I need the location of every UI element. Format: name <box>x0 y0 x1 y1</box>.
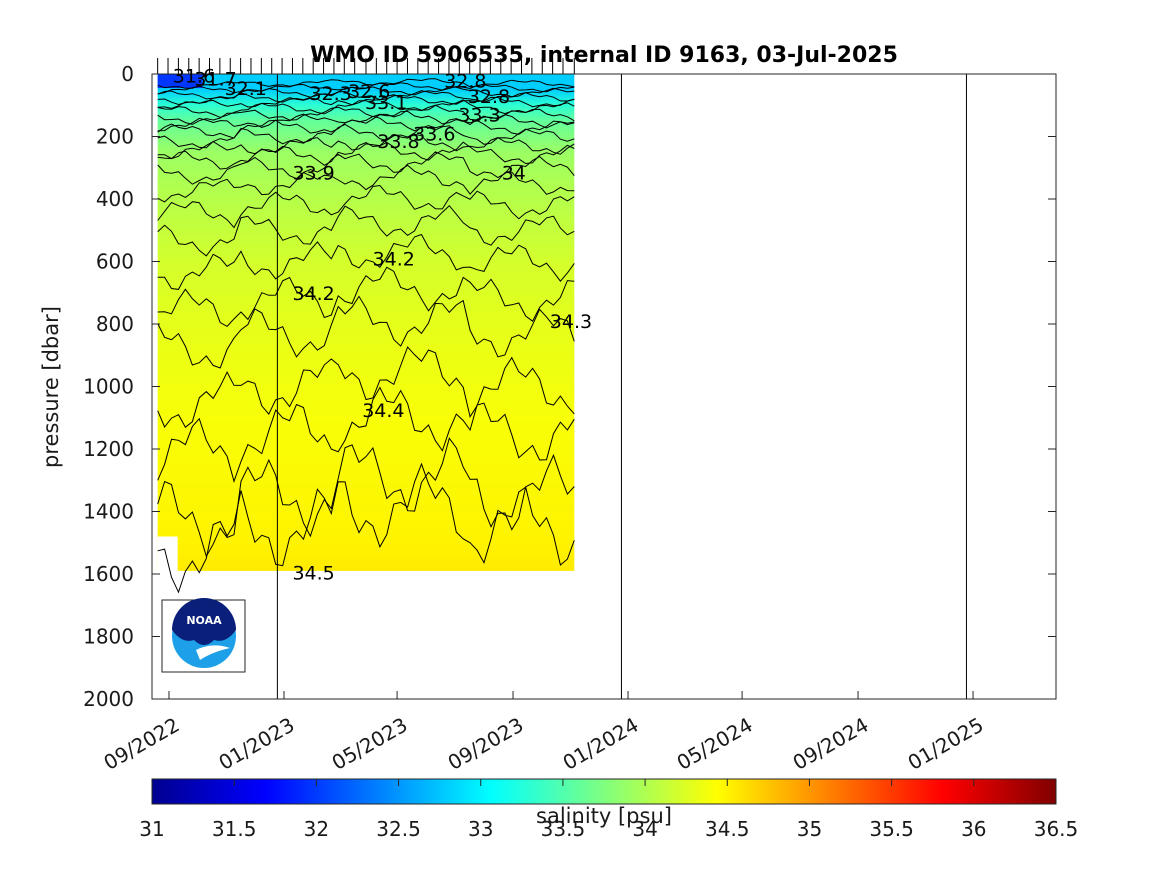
y-tick-label: 1000 <box>83 375 134 399</box>
contour-line <box>157 115 575 139</box>
contour-lines <box>157 78 575 594</box>
colorbar-tick-label: 36 <box>961 817 986 841</box>
noaa-logo-text: NOAA <box>186 614 222 627</box>
contour-line <box>157 141 575 170</box>
contour-label: 33.3 <box>458 105 500 127</box>
contour-label: 34.2 <box>373 248 415 270</box>
contour-line <box>157 123 575 149</box>
colorbar-tick-label: 36.5 <box>1034 817 1079 841</box>
contour-label: 32.6 <box>348 81 390 103</box>
contour-line <box>157 184 575 229</box>
y-tick-label: 0 <box>121 62 134 86</box>
contour-line <box>157 295 575 369</box>
x-tick-label: 09/2024 <box>789 713 873 775</box>
colorbar-tick-label: 34 <box>632 817 657 841</box>
y-tick-label: 600 <box>96 250 134 274</box>
x-tick-label: 09/2023 <box>444 713 528 775</box>
y-tick-label: 800 <box>96 312 134 336</box>
contour-line <box>157 437 575 558</box>
colorbar-tick-label: 32.5 <box>376 817 421 841</box>
y-tick-label: 1200 <box>83 437 134 461</box>
contour-line <box>157 462 575 594</box>
x-tick-label: 09/2022 <box>100 713 184 775</box>
surface-fresh-layer <box>157 74 203 89</box>
contour-label: 31.6 <box>173 66 215 88</box>
contour-label: 32.8 <box>444 70 486 92</box>
contour-label: 31.7 <box>194 69 236 91</box>
salinity-field-fill <box>157 74 575 571</box>
colorbar <box>151 778 1057 805</box>
colorbar-tick-label: 32 <box>304 817 329 841</box>
x-tick-label: 01/2023 <box>215 713 299 775</box>
x-axis: 09/2022 01/2023 05/2023 09/2023 01/2024 05/20… <box>100 691 988 775</box>
x-tick-label: 05/2024 <box>673 713 757 775</box>
contour-line <box>157 164 575 203</box>
contour-line <box>157 78 575 89</box>
contour-line <box>157 86 575 100</box>
y-tick-label: 1400 <box>83 500 134 524</box>
colorbar-tick-label: 35 <box>797 817 822 841</box>
contour-line <box>157 94 575 109</box>
contour-label: 32.3 <box>309 83 351 105</box>
salinity-field <box>157 74 575 574</box>
chart-title: WMO ID 5906535, internal ID 9163, 03-Jul… <box>310 43 898 68</box>
contour-label: 34 <box>502 162 526 184</box>
contour-line <box>157 233 575 290</box>
colorbar-label: salinity [psu] <box>536 804 672 828</box>
contour-line <box>157 386 575 483</box>
colorbar-tick-label: 34.5 <box>705 817 750 841</box>
colorbar-tick-label: 31 <box>139 817 164 841</box>
contour-labels: 31.631.732.1 32.332.6 32.832.8 33.1 33.333.6… <box>173 66 592 585</box>
colorbar-tick-label: 31.5 <box>212 817 257 841</box>
contour-label: 32.1 <box>225 78 267 100</box>
contour-label: 33.8 <box>377 131 419 153</box>
x-tick-label: 01/2024 <box>559 713 643 775</box>
contour-line <box>157 266 575 328</box>
noaa-logo: NOAA <box>161 598 246 673</box>
contour-label: 33.6 <box>413 123 455 145</box>
contour-label: 34.2 <box>292 283 334 305</box>
colorbar-ticks: 31 31.5 32 32.5 33 33.5 34 34.5 35 35.5 36 36.5 <box>139 779 1078 841</box>
colorbar-tick-label: 35.5 <box>869 817 914 841</box>
contour-line <box>157 346 575 428</box>
contour-line <box>157 151 575 185</box>
y-axis-label: pressure [dbar] <box>39 306 63 468</box>
contour-label: 32.8 <box>468 86 510 108</box>
contour-line <box>157 133 575 160</box>
year-marker-lines <box>276 74 967 699</box>
contour-line <box>157 99 575 118</box>
contour-label: 33.1 <box>365 92 407 114</box>
profile-date-ticks <box>157 58 575 74</box>
colorbar-tick-label: 33 <box>468 817 493 841</box>
missing-data-notch <box>157 536 178 574</box>
contour-line <box>157 110 575 132</box>
contour-label: 34.5 <box>292 562 334 584</box>
contour-label: 34.4 <box>362 400 404 422</box>
colorbar-tick-label: 33.5 <box>541 817 586 841</box>
y-tick-label: 200 <box>96 125 134 149</box>
contour-line <box>157 90 575 106</box>
x-tick-label: 01/2025 <box>904 713 988 775</box>
y-tick-label: 400 <box>96 187 134 211</box>
x-tick-label: 05/2023 <box>328 713 412 775</box>
y-tick-label: 2000 <box>83 687 134 711</box>
contour-label: 33.9 <box>292 162 334 184</box>
y-tick-label: 1800 <box>83 625 134 649</box>
y-axis: 0 200 400 600 800 1000 1200 1400 1600 1800 2000 <box>83 62 1056 711</box>
contour-line <box>157 204 575 257</box>
contour-label: 34.3 <box>550 311 592 333</box>
y-tick-label: 1600 <box>83 562 134 586</box>
